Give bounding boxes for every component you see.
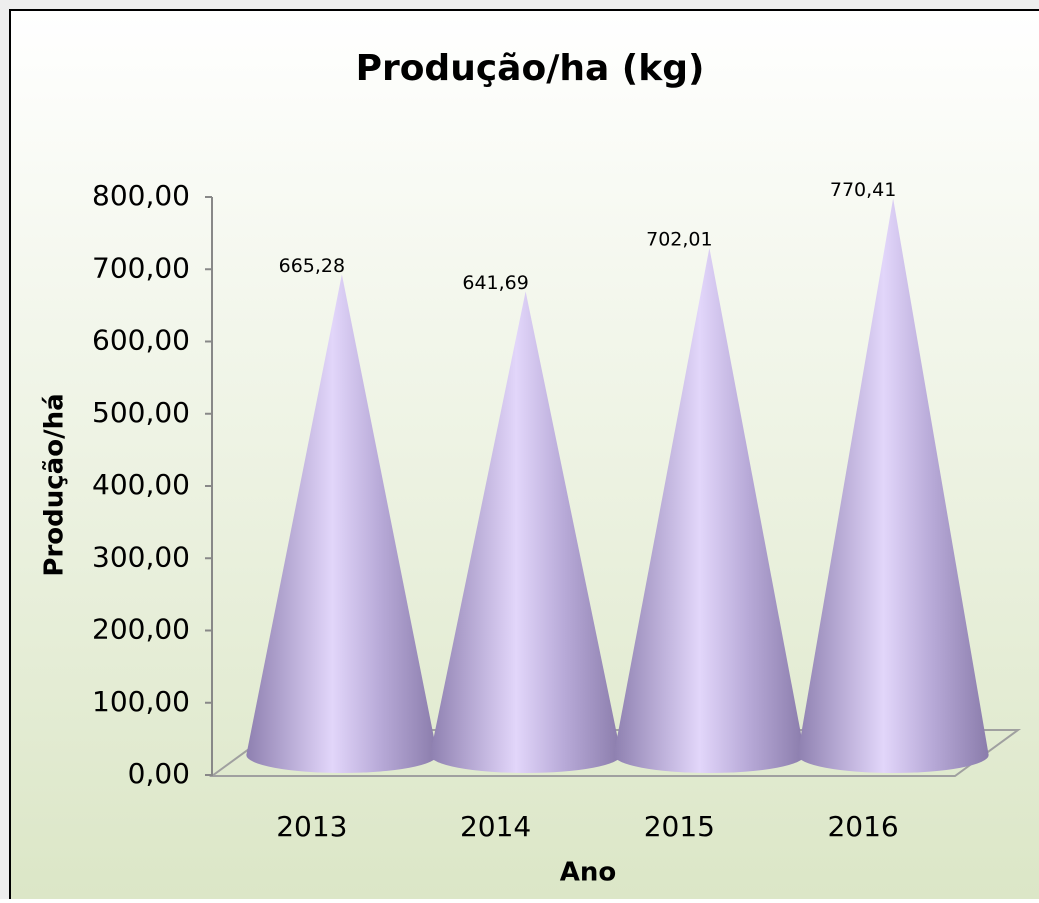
x-tick-label: 2016	[827, 810, 898, 843]
y-tick-label: 600,00	[92, 324, 190, 357]
x-tick-label: 2014	[460, 810, 531, 843]
value-label: 702,01	[646, 228, 712, 250]
y-tick-label: 0,00	[128, 757, 190, 790]
chart-title: Produção/ha (kg)	[356, 48, 705, 89]
y-axis-title: Produção/há	[40, 393, 70, 576]
y-tick-label: 500,00	[92, 396, 190, 429]
y-tick-label: 800,00	[92, 179, 190, 212]
x-tick-label: 2013	[276, 810, 347, 843]
y-tick-label: 100,00	[92, 685, 190, 718]
cone	[246, 274, 438, 774]
x-tick-label: 2015	[644, 810, 715, 843]
x-axis-title: Ano	[560, 858, 617, 888]
cone	[797, 198, 989, 774]
cone	[613, 247, 805, 773]
y-tick-label: 300,00	[92, 540, 190, 573]
y-tick-label: 400,00	[92, 468, 190, 501]
value-label: 770,41	[830, 179, 896, 201]
cone	[430, 291, 622, 773]
value-label: 641,69	[462, 272, 528, 294]
y-tick-label: 200,00	[92, 613, 190, 646]
y-tick-label: 700,00	[92, 251, 190, 284]
value-label: 665,28	[279, 255, 345, 277]
